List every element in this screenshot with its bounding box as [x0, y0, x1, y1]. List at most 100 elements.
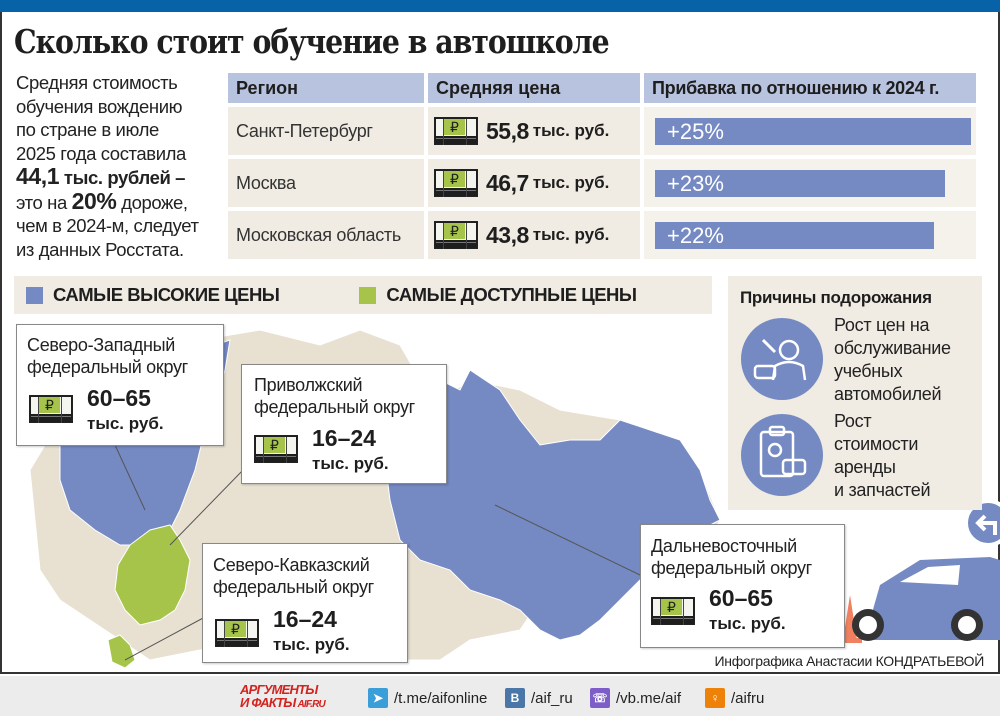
odnoklassniki-link[interactable]: ♀ /aifru — [705, 688, 764, 708]
district-price-unit: тыс. руб. — [709, 614, 786, 633]
banknote-icon: ₽ — [651, 597, 695, 625]
price-unit: тыс. руб. — [532, 173, 610, 192]
price-cell: ₽ 55,8 тыс. руб. — [428, 107, 640, 155]
reasons-panel: Причины подорожания Рост цен на обслужив… — [728, 276, 982, 510]
reasons-title: Причины подорожания — [740, 288, 932, 307]
price-unit: тыс. руб. — [532, 225, 610, 244]
banknote-icon: ₽ — [215, 619, 259, 647]
legend-swatch-low — [359, 286, 377, 304]
column-header-region: Регион — [228, 73, 424, 103]
link-label: /vb.me/aif — [616, 689, 682, 707]
top-brand-bar — [0, 0, 1000, 12]
intro-amount-line: 44,1 тыс. рублей – — [16, 163, 226, 190]
reason-line: Рост — [834, 411, 872, 431]
increase-bar: +23% — [655, 169, 945, 197]
viber-icon: ☏ — [590, 688, 610, 708]
link-label: /t.me/aifonline — [394, 689, 488, 707]
price-cell: ₽ 43,8 тыс. руб. — [428, 211, 640, 259]
author-credit: Инфографика Анастасии КОНДРАТЬЕВОЙ — [714, 653, 985, 669]
intro-text: Средняя стоимость обучения вождению по с… — [16, 71, 226, 261]
banknote-icon: ₽ — [434, 169, 478, 197]
reason-line: Рост цен на — [834, 315, 930, 335]
callout-northwest: Северо-Западный федеральный округ ₽ 60–6… — [16, 324, 224, 446]
clipboard-car-icon — [741, 414, 823, 496]
banknote-icon: ₽ — [434, 221, 478, 249]
reason-line: автомобилей — [834, 384, 942, 404]
intro-line: Средняя стоимость — [16, 72, 178, 93]
vk-link[interactable]: B /aif_ru — [505, 688, 573, 708]
table-row: Московская область ₽ 43,8 тыс. руб. +22% — [228, 211, 980, 259]
price-value: 46,7 — [486, 169, 529, 196]
district-name: федеральный округ — [651, 558, 812, 578]
footer-bar: АРГУМЕНТЫ И ФАКТЫ AIF.RU ➤ /t.me/aifonlin… — [0, 676, 1000, 716]
odnoklassniki-icon: ♀ — [705, 688, 725, 708]
callout-far-east: Дальневосточный федеральный округ ₽ 60–6… — [640, 524, 845, 648]
car-illustration — [852, 557, 1000, 641]
intro-line: обучения вождению — [16, 95, 183, 117]
increase-cell: +25% — [644, 107, 976, 155]
district-price-unit: тыс. руб. — [312, 454, 389, 473]
district-name: федеральный округ — [27, 357, 188, 377]
telegram-icon: ➤ — [368, 688, 388, 708]
map-legend: САМЫЕ ВЫСОКИЕ ЦЕНЫ САМЫЕ ДОСТУПНЫЕ ЦЕНЫ — [14, 276, 712, 314]
map-region-north-caucasus — [107, 634, 136, 669]
price-cell: ₽ 46,7 тыс. руб. — [428, 159, 640, 207]
table-header: Регион Средняя цена Прибавка по отношени… — [228, 73, 980, 103]
intro-line: 2025 года составила — [16, 142, 186, 164]
table-row: Санкт-Петербург ₽ 55,8 тыс. руб. +25% — [228, 107, 980, 155]
column-header-increase: Прибавка по отношению к 2024 г. — [644, 73, 976, 103]
logo-site: AIF.RU — [297, 699, 326, 710]
district-price-unit: тыс. руб. — [87, 414, 164, 433]
reason-line: и запчастей — [834, 480, 931, 500]
banknote-icon: ₽ — [29, 395, 73, 423]
price-value: 55,8 — [486, 117, 529, 144]
vk-icon: B — [505, 688, 525, 708]
reason-line: учебных — [834, 361, 903, 381]
reason-line: обслуживание — [834, 338, 951, 358]
legend-label-low: САМЫЕ ДОСТУПНЫЕ ЦЕНЫ — [386, 284, 637, 305]
legend-swatch-high — [26, 286, 43, 304]
telegram-link[interactable]: ➤ /t.me/aifonline — [368, 688, 487, 708]
intro-line: из данных Росстата. — [16, 238, 184, 260]
region-cell: Москва — [228, 159, 424, 207]
district-name: Приволжский — [254, 375, 363, 395]
increase-bar: +22% — [655, 221, 934, 249]
aif-logo[interactable]: АРГУМЕНТЫ И ФАКТЫ AIF.RU — [240, 683, 350, 711]
link-label: /aif_ru — [531, 689, 573, 707]
logo-text: И ФАКТЫ — [240, 695, 296, 710]
logo-text: АРГУМЕНТЫ — [240, 682, 318, 697]
reason-line: аренды — [834, 457, 896, 477]
intro-percent: 20% — [71, 187, 117, 214]
district-name: Дальневосточный — [651, 536, 797, 556]
intro-amount: 44,1 — [16, 163, 60, 189]
region-cell: Московская область — [228, 211, 424, 259]
region-cell: Санкт-Петербург — [228, 107, 424, 155]
table-row: Москва ₽ 46,7 тыс. руб. +23% — [228, 159, 980, 207]
district-price-range: 16–24 — [312, 425, 376, 451]
price-value: 43,8 — [486, 221, 529, 248]
district-name: Северо-Кавказский — [213, 555, 370, 575]
increase-cell: +22% — [644, 211, 976, 259]
callout-north-caucasus: Северо-Кавказский федеральный округ ₽ 16… — [202, 543, 408, 663]
district-name: Северо-Западный — [27, 335, 175, 355]
map-region-volga — [114, 524, 191, 626]
banknote-icon: ₽ — [254, 435, 298, 463]
banknote-icon: ₽ — [434, 117, 478, 145]
increase-cell: +23% — [644, 159, 976, 207]
intro-amount-unit: тыс. рублей – — [63, 167, 186, 188]
district-price-unit: тыс. руб. — [273, 635, 350, 654]
reason-line: стоимости — [834, 434, 919, 454]
intro-text-fragment: это на — [16, 191, 67, 213]
district-name: федеральный округ — [213, 577, 374, 597]
viber-link[interactable]: ☏ /vb.me/aif — [590, 688, 681, 708]
intro-line: чем в 2024-м, следует — [16, 215, 199, 236]
column-header-price: Средняя цена — [428, 73, 640, 103]
regional-prices-table: Регион Средняя цена Прибавка по отношени… — [228, 73, 980, 259]
increase-bar: +25% — [655, 117, 971, 145]
intro-pct-line: это на 20% дороже, — [16, 187, 226, 215]
district-price-range: 60–65 — [87, 385, 151, 411]
mechanic-icon — [741, 318, 823, 400]
price-unit: тыс. руб. — [532, 121, 610, 140]
reason-text: Рост стоимости аренды и запчастей — [834, 410, 931, 502]
legend-label-high: САМЫЕ ВЫСОКИЕ ЦЕНЫ — [53, 284, 280, 305]
